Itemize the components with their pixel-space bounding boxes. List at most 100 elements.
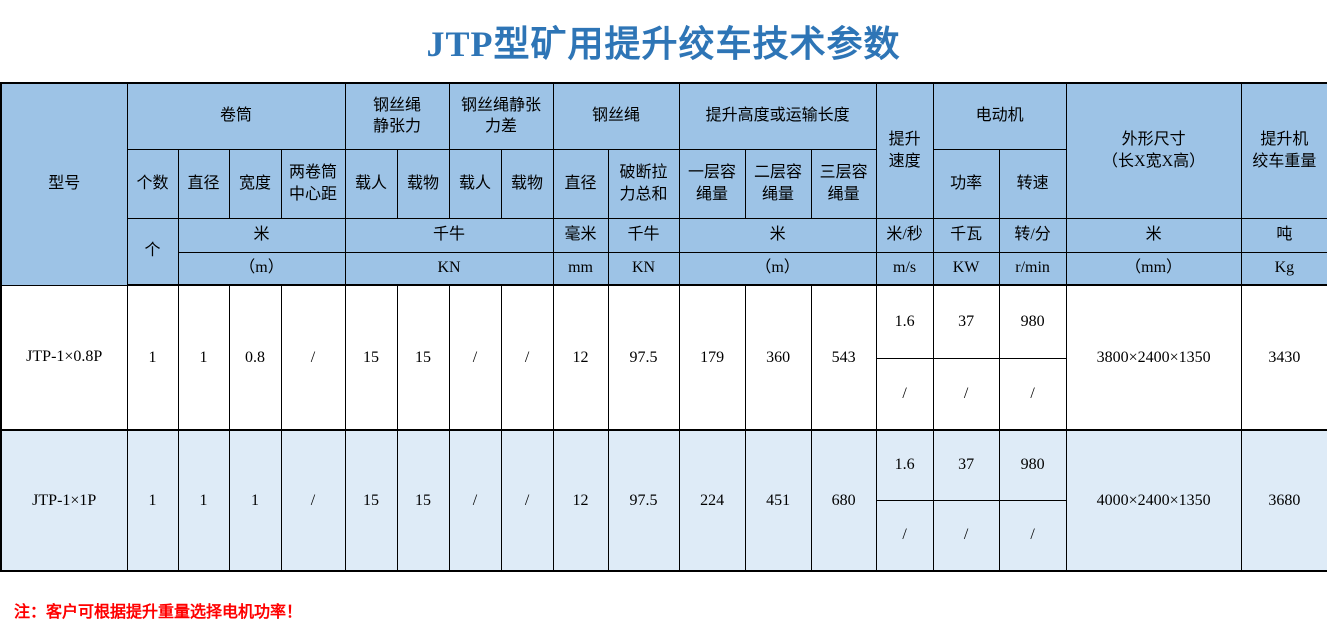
cell-power: 37 bbox=[932, 429, 1000, 501]
cell-layer3: 680 bbox=[810, 429, 877, 572]
unit-row-cn: 个 米 千牛 毫米 千牛 米 米/秒 千瓦 转/分 米 吨 bbox=[1, 217, 1327, 286]
sub-drum-diameter: 直径 bbox=[177, 148, 230, 219]
cell-layer1: 179 bbox=[678, 284, 746, 431]
unit-rope-diameter-en: mm bbox=[552, 251, 609, 286]
footnote: 注：客户可根据提升重量选择电机功率！ bbox=[14, 604, 303, 621]
cell-model: JTP-1×1P bbox=[0, 429, 128, 572]
header-model: 型号 bbox=[0, 82, 128, 286]
group-motor: 电动机 bbox=[932, 82, 1067, 150]
unit-breaking-cn: 千牛 bbox=[607, 217, 680, 253]
unit-speed-cn: 米/秒 bbox=[875, 217, 934, 253]
unit-rpm-en: r/min bbox=[998, 251, 1067, 286]
cell-tension-diff-manned: / bbox=[448, 284, 502, 431]
unit-tension-en: KN bbox=[344, 251, 554, 286]
header-group-row: 型号 卷筒 钢丝绳 静张力 钢丝绳静张 力差 钢丝绳 提升高度或运输长度 提升 … bbox=[0, 82, 1327, 286]
cell-tension-cargo: 15 bbox=[396, 284, 450, 431]
header-sub-row: 个数 直径 宽度 两卷筒 中心距 载人 载物 载人 载物 直径 破断拉 力总和 … bbox=[1, 148, 1327, 219]
unit-power-en: KW bbox=[932, 251, 1000, 286]
cell-speed: 1.6 bbox=[875, 284, 934, 359]
sub-breaking-force: 破断拉 力总和 bbox=[607, 148, 680, 219]
cell-power: / bbox=[932, 357, 1000, 431]
cell-tension-diff-manned: / bbox=[448, 429, 502, 572]
group-drum: 卷筒 bbox=[126, 82, 346, 150]
sub-tension-manned: 载人 bbox=[344, 148, 398, 219]
sub-center-distance: 两卷筒 中心距 bbox=[280, 148, 346, 219]
cell-drum-count: 1 bbox=[126, 284, 179, 431]
group-weight: 提升机 绞车重量 bbox=[1240, 82, 1327, 219]
group-wire-rope: 钢丝绳 bbox=[552, 82, 680, 150]
sub-tension-diff-cargo: 载物 bbox=[500, 148, 554, 219]
sub-tension-diff-manned: 载人 bbox=[448, 148, 502, 219]
unit-weight-en: Kg bbox=[1240, 251, 1327, 286]
sub-drum-count: 个数 bbox=[126, 148, 179, 219]
unit-count: 个 bbox=[126, 217, 179, 286]
sub-motor-power: 功率 bbox=[932, 148, 1000, 219]
sub-motor-rpm: 转速 bbox=[998, 148, 1067, 219]
unit-weight-cn: 吨 bbox=[1240, 217, 1327, 253]
cell-rpm: / bbox=[998, 499, 1067, 572]
unit-dimensions-cn: 米 bbox=[1065, 217, 1242, 253]
group-static-tension-diff: 钢丝绳静张 力差 bbox=[448, 82, 554, 150]
cell-tension-diff-cargo: / bbox=[500, 284, 554, 431]
unit-tension-cn: 千牛 bbox=[344, 217, 554, 253]
table-row: JTP-1×0.8P 1 1 0.8 / 15 15 / / 12 97.5 1… bbox=[0, 284, 1327, 431]
cell-layer2: 360 bbox=[744, 284, 812, 431]
cell-weight: 3680 bbox=[1240, 429, 1327, 572]
cell-tension-manned: 15 bbox=[344, 284, 398, 431]
cell-layer3: 543 bbox=[810, 284, 877, 431]
cell-speed: / bbox=[875, 357, 934, 431]
sub-layer3: 三层容 绳量 bbox=[810, 148, 877, 219]
cell-rpm: / bbox=[998, 357, 1067, 431]
cell-tension-cargo: 15 bbox=[396, 429, 450, 572]
cell-rope-diameter: 12 bbox=[552, 429, 609, 572]
page-title: JTP型矿用提升绞车技术参数 bbox=[426, 24, 901, 64]
cell-weight: 3430 bbox=[1240, 284, 1327, 431]
table-row: / / / bbox=[1, 499, 1327, 572]
specs-table: 型号 卷筒 钢丝绳 静张力 钢丝绳静张 力差 钢丝绳 提升高度或运输长度 提升 … bbox=[0, 82, 1327, 572]
group-dimensions: 外形尺寸 （长X宽X高） bbox=[1065, 82, 1242, 219]
cell-breaking-force: 97.5 bbox=[607, 284, 680, 431]
sub-tension-cargo: 载物 bbox=[396, 148, 450, 219]
sub-layer2: 二层容 绳量 bbox=[744, 148, 812, 219]
unit-speed-en: m/s bbox=[875, 251, 934, 286]
unit-drum-en: （m） bbox=[177, 251, 346, 286]
cell-drum-width: 1 bbox=[228, 429, 282, 572]
unit-rpm-cn: 转/分 bbox=[998, 217, 1067, 253]
sub-drum-width: 宽度 bbox=[228, 148, 282, 219]
cell-rpm: 980 bbox=[998, 429, 1067, 501]
cell-center-distance: / bbox=[280, 429, 346, 572]
unit-rope-diameter-cn: 毫米 bbox=[552, 217, 609, 253]
cell-rope-diameter: 12 bbox=[552, 284, 609, 431]
cell-drum-width: 0.8 bbox=[228, 284, 282, 431]
unit-row-en: （m） KN mm KN （m） m/s KW r/min （mm） Kg bbox=[1, 251, 1327, 286]
cell-speed: 1.6 bbox=[875, 429, 934, 501]
cell-tension-manned: 15 bbox=[344, 429, 398, 572]
cell-power: 37 bbox=[932, 284, 1000, 359]
cell-center-distance: / bbox=[280, 284, 346, 431]
cell-speed: / bbox=[875, 499, 934, 572]
group-static-tension: 钢丝绳 静张力 bbox=[344, 82, 450, 150]
cell-power: / bbox=[932, 499, 1000, 572]
cell-rpm: 980 bbox=[998, 284, 1067, 359]
sub-layer1: 一层容 绳量 bbox=[678, 148, 746, 219]
cell-drum-count: 1 bbox=[126, 429, 179, 572]
cell-drum-diameter: 1 bbox=[177, 429, 230, 572]
unit-drum-cn: 米 bbox=[177, 217, 346, 253]
cell-drum-diameter: 1 bbox=[177, 284, 230, 431]
unit-capacity-cn: 米 bbox=[678, 217, 877, 253]
table-row: / / / bbox=[1, 357, 1327, 431]
unit-power-cn: 千瓦 bbox=[932, 217, 1000, 253]
group-lift-height: 提升高度或运输长度 bbox=[678, 82, 877, 150]
unit-capacity-en: （m） bbox=[678, 251, 877, 286]
cell-breaking-force: 97.5 bbox=[607, 429, 680, 572]
table-row: JTP-1×1P 1 1 1 / 15 15 / / 12 97.5 224 4… bbox=[0, 429, 1327, 572]
cell-layer2: 451 bbox=[744, 429, 812, 572]
cell-layer1: 224 bbox=[678, 429, 746, 572]
unit-dimensions-en: （mm） bbox=[1065, 251, 1242, 286]
cell-dimensions: 4000×2400×1350 bbox=[1065, 429, 1242, 572]
unit-breaking-en: KN bbox=[607, 251, 680, 286]
sub-rope-diameter: 直径 bbox=[552, 148, 609, 219]
group-lift-speed: 提升 速度 bbox=[875, 82, 934, 219]
cell-model: JTP-1×0.8P bbox=[0, 284, 128, 431]
cell-dimensions: 3800×2400×1350 bbox=[1065, 284, 1242, 431]
